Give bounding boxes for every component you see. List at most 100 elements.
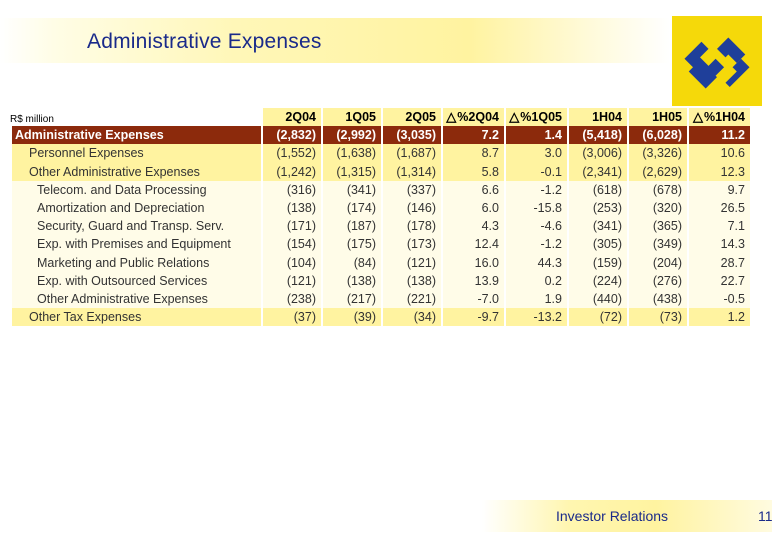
table-cell: (1,314) [383,162,441,181]
table-cell: (316) [263,180,321,199]
row-label: Other Administrative Expenses [12,162,261,181]
table-cell: 13.9 [443,271,504,290]
column-header: 1H04 [569,108,627,127]
table-cell: 22.7 [689,271,750,290]
table-cell: (1,315) [323,162,381,181]
table-cell: (1,552) [263,144,321,163]
table-cell: -7.0 [443,289,504,309]
column-header: 1Q05 [323,108,381,127]
table-cell: 4.3 [443,217,504,236]
table-cell: (5,418) [569,126,627,145]
table-cell: (305) [569,235,627,254]
table-row: Other Administrative Expenses (1,242) (1,3… [12,162,750,181]
table-cell: (204) [629,253,687,272]
table-cell: (224) [569,271,627,290]
table-cell: (159) [569,253,627,272]
table-cell: (678) [629,180,687,199]
row-label: Exp. with Premises and Equipment [12,235,261,254]
table-cell: (2,629) [629,162,687,181]
row-label: Security, Guard and Transp. Serv. [12,217,261,236]
table-cell: (3,006) [569,144,627,163]
table-cell: 16.0 [443,253,504,272]
page-number: 11 [758,508,773,524]
table-cell: (1,687) [383,144,441,163]
table-cell: 0.2 [506,271,567,290]
table-cell: 14.3 [689,235,750,254]
table-cell: -1.2 [506,180,567,199]
table-cell: (253) [569,198,627,218]
table-cell: -15.8 [506,198,567,218]
table-cell: (171) [263,217,321,236]
table-cell: (3,326) [629,144,687,163]
row-label: Telecom. and Data Processing [12,180,261,199]
table-cell: (174) [323,198,381,218]
footer-text: Investor Relations [556,508,669,524]
table-cell: (39) [323,308,381,327]
table-cell: (438) [629,289,687,309]
table-cell: (138) [323,271,381,290]
title-band [0,18,670,63]
table-cell: -4.6 [506,217,567,236]
table-cell: -9.7 [443,308,504,327]
table-row: Telecom. and Data Processing (316) (341) (3… [12,180,750,199]
delta-icon: △ [509,109,520,125]
table-cell: (341) [569,217,627,236]
table-cell: 1.9 [506,289,567,309]
table-cell: (138) [263,198,321,218]
table-cell: (2,992) [323,126,381,145]
page-title: Administrative Expenses [87,30,322,53]
table-cell: (104) [263,253,321,272]
expenses-table: 2Q04 1Q05 2Q05 △%2Q04 △%1Q05 1H04 1H05 △… [10,108,752,327]
bank-logo-icon [672,16,762,106]
table-cell: (73) [629,308,687,327]
units-label: R$ million [10,114,54,125]
table-row: Personnel Expenses (1,552) (1,638) (1,687) 8… [12,144,750,163]
table-header-row: 2Q04 1Q05 2Q05 △%2Q04 △%1Q05 1H04 1H05 △… [12,108,750,127]
table-row: Amortization and Depreciation (138) (174)(… [12,198,750,218]
table-cell: (173) [383,235,441,254]
table-cell: -13.2 [506,308,567,327]
table-cell: (365) [629,217,687,236]
table-cell: 3.0 [506,144,567,163]
table-cell: (320) [629,198,687,218]
table-cell: (238) [263,289,321,309]
table-cell: 12.3 [689,162,750,181]
table-body: Administrative Expenses (2,832) (2,992) (3,… [12,126,750,327]
table-cell: (440) [569,289,627,309]
table-cell: (121) [263,271,321,290]
table-cell: 26.5 [689,198,750,218]
table-cell: (37) [263,308,321,327]
table-cell: (178) [383,217,441,236]
delta-icon: △ [446,109,457,125]
row-label: Exp. with Outsourced Services [12,271,261,290]
row-label: Other Tax Expenses [12,308,261,327]
table-cell: 7.2 [443,126,504,145]
table-row: Marketing and Public Relations (104) (84)(… [12,253,750,272]
column-header-delta: △%1H04 [689,108,750,127]
table-row: Other Tax Expenses (37) (39) (34) -9.7 -13.2(… [12,308,750,327]
table-cell: 11.2 [689,126,750,145]
table-cell: (341) [323,180,381,199]
table-cell: -0.5 [689,289,750,309]
table-cell: (138) [383,271,441,290]
table-cell: 12.4 [443,235,504,254]
column-header: 2Q04 [263,108,321,127]
table-cell: 28.7 [689,253,750,272]
row-label: Administrative Expenses [12,126,261,145]
table-cell: 9.7 [689,180,750,199]
table-row: Security, Guard and Transp. Serv. (171) (1… [12,217,750,236]
table-row: Exp. with Outsourced Services (121) (138)(… [12,271,750,290]
table-cell: 44.3 [506,253,567,272]
row-label: Marketing and Public Relations [12,253,261,272]
table-cell: 8.7 [443,144,504,163]
column-header: 2Q05 [383,108,441,127]
table-cell: 7.1 [689,217,750,236]
table-cell: (349) [629,235,687,254]
table-cell: (175) [323,235,381,254]
table-cell: (2,341) [569,162,627,181]
column-header-delta: △%2Q04 [443,108,504,127]
table-row: Administrative Expenses (2,832) (2,992) (3,… [12,126,750,145]
table-row: Other Administrative Expenses (238) (217)(… [12,289,750,309]
table-cell: 6.6 [443,180,504,199]
table-cell: (276) [629,271,687,290]
